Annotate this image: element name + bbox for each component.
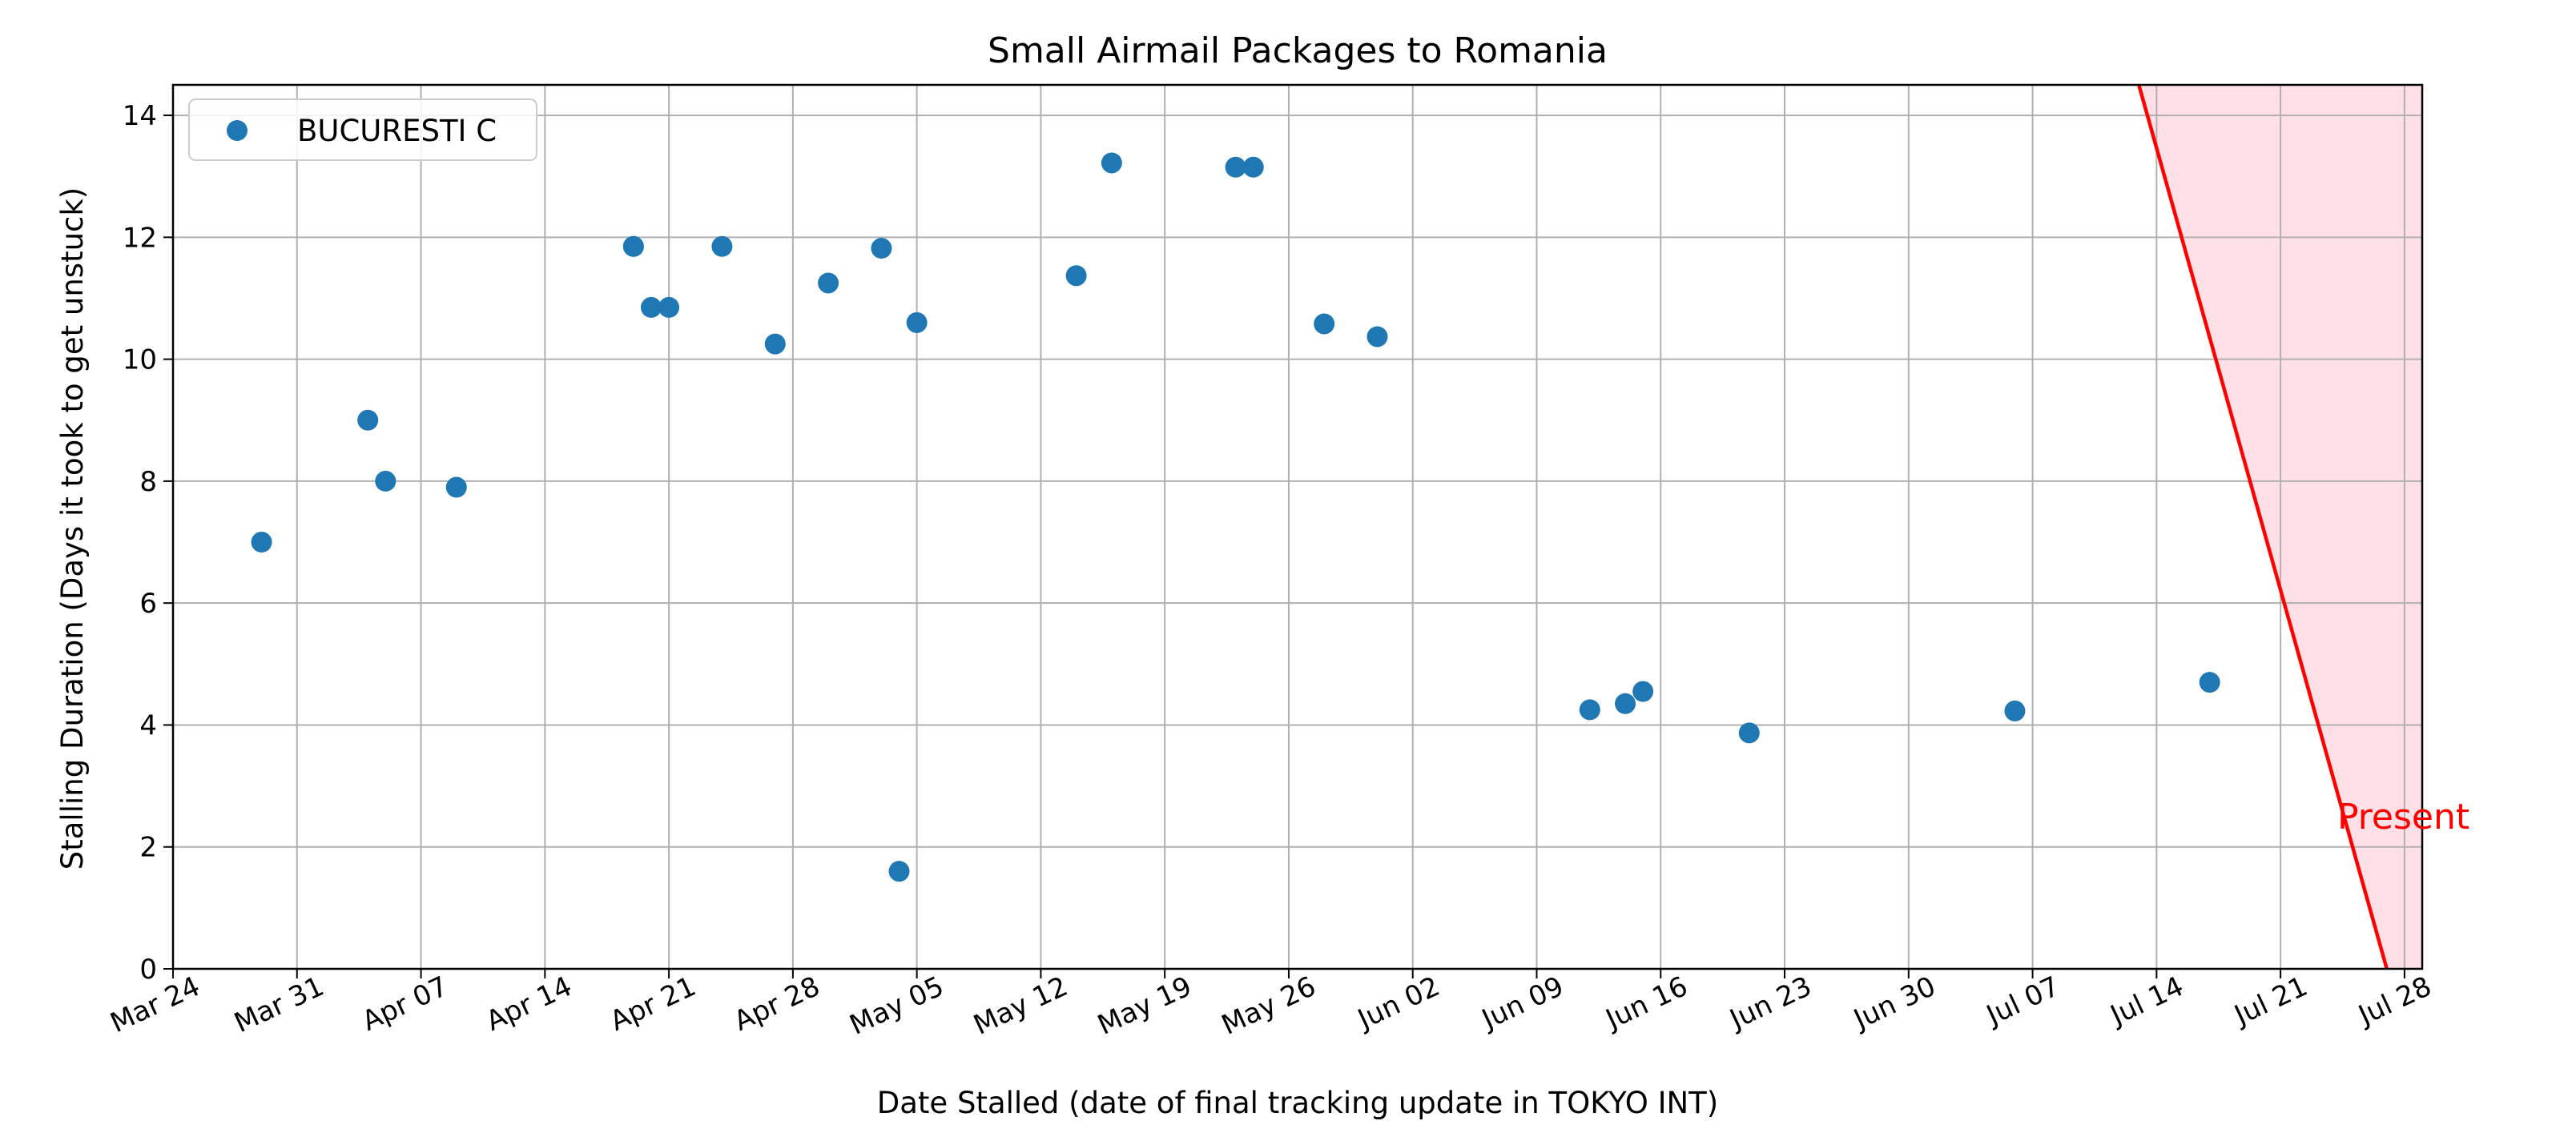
y-tick-label: 12	[123, 222, 157, 254]
y-tick-label: 10	[123, 344, 157, 376]
present-line-layer	[2137, 84, 2389, 970]
y-tick-label: 0	[139, 954, 157, 986]
y-ticks: 0 2 4 6 8 10 12 14	[123, 100, 173, 986]
y-tick-label: 8	[139, 466, 157, 498]
present-line	[2137, 84, 2389, 970]
data-point	[357, 409, 379, 431]
y-tick-label: 14	[123, 100, 157, 132]
plot-frame	[171, 83, 2424, 970]
data-point	[1242, 156, 1264, 178]
data-point	[1579, 699, 1600, 721]
y-tick-label: 2	[139, 832, 157, 864]
data-point	[445, 476, 467, 498]
data-point	[1366, 326, 1388, 348]
data-point	[1314, 313, 1335, 335]
data-point	[658, 296, 680, 318]
y-axis-label: Stalling Duration (Days it took to get u…	[55, 187, 90, 870]
y-tick-label: 6	[139, 588, 157, 620]
data-point	[1632, 681, 1654, 702]
legend-series-label: BUCURESTI C	[297, 114, 497, 148]
data-point	[1101, 152, 1122, 174]
points-layer	[251, 152, 2220, 882]
data-point	[906, 311, 928, 333]
data-point	[1738, 722, 1760, 744]
data-point	[375, 470, 396, 492]
data-point	[1225, 156, 1246, 178]
legend-marker	[227, 120, 248, 141]
data-point	[2004, 700, 2026, 721]
data-point	[251, 532, 272, 553]
data-point	[1065, 265, 1087, 287]
data-point	[818, 272, 839, 294]
data-point	[888, 861, 910, 882]
x-axis-label: Date Stalled (date of final tracking upd…	[877, 1086, 1718, 1120]
data-point	[2199, 672, 2220, 693]
data-point	[622, 235, 644, 257]
legend-frame	[188, 98, 537, 161]
data-point	[764, 333, 786, 355]
data-point	[871, 238, 892, 259]
data-point	[711, 235, 733, 257]
legend: BUCURESTI C	[188, 98, 537, 161]
chart-title: Small Airmail Packages to Romania	[988, 30, 1608, 71]
present-annotation: Present	[2337, 797, 2469, 838]
data-point	[1615, 693, 1636, 714]
data-point	[640, 296, 662, 318]
y-tick-label: 4	[139, 709, 157, 741]
